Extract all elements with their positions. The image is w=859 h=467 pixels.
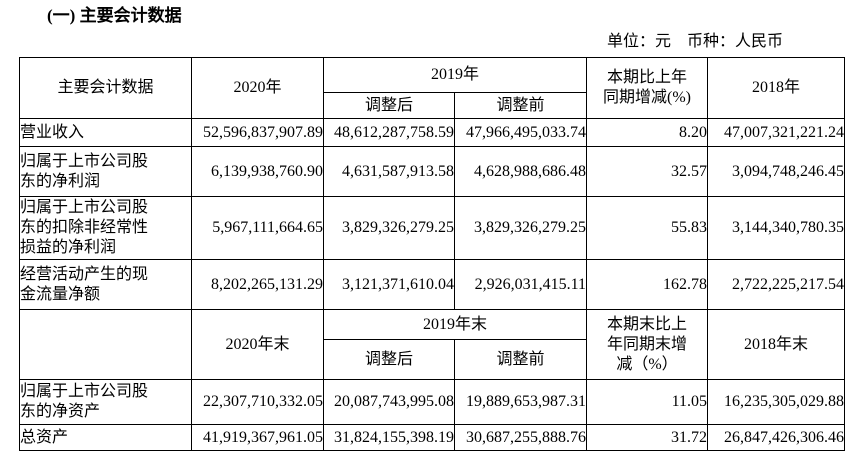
eoy-header-2020: 2020年末 [191, 309, 324, 380]
value-2020: 52,596,837,907.89 [191, 118, 324, 147]
annual-header-2019-adjusted: 调整后 [323, 92, 455, 119]
row-label: 总资产 [19, 424, 192, 451]
value-change: 32.57 [586, 146, 709, 197]
table-row-net-profit-excl-nonrecurring: 归属于上市公司股 东的扣除非经常性 损益的净利润 5,967,111,664.6… [19, 196, 846, 260]
value-2018: 3,094,748,246.45 [707, 146, 846, 197]
value-2019-before: 19,889,653,987.31 [453, 379, 588, 425]
value-2020: 41,919,367,961.05 [191, 424, 324, 451]
row-label: 归属于上市公司股 东的扣除非经常性 损益的净利润 [19, 196, 192, 260]
annual-header-change: 本期比上年 同期增减(%) [586, 57, 709, 119]
annual-header-2019-before: 调整前 [453, 92, 588, 119]
value-2019-before: 4,628,988,686.48 [453, 146, 588, 197]
eoy-subheader-row: 调整后 调整前 [20, 339, 845, 380]
table-row-total-assets: 总资产 41,919,367,961.05 31,824,155,398.19 … [19, 424, 846, 451]
currency-unit-note: 单位：元 币种：人民币 [606, 33, 783, 50]
row-label: 经营活动产生的现 金流量净额 [19, 259, 192, 310]
key-accounting-data-table: 主要会计数据 2020年 2019年 本期比上年 同期增减(%) 2018年 调… [19, 57, 846, 451]
annual-header-2019: 2019年 [322, 57, 588, 93]
value-2020: 22,307,710,332.05 [191, 379, 324, 425]
value-2020: 8,202,265,131.29 [191, 259, 324, 310]
value-change: 55.83 [586, 196, 709, 260]
value-2018: 47,007,321,221.24 [707, 118, 846, 147]
value-2020: 6,139,938,760.90 [191, 146, 324, 197]
value-2019-before: 30,687,255,888.76 [453, 424, 588, 451]
table-row-net-assets: 归属于上市公司股 东的净资产 22,307,710,332.05 20,087,… [19, 379, 846, 425]
value-2019-adjusted: 3,829,326,279.25 [323, 196, 455, 260]
annual-header-2018: 2018年 [707, 57, 846, 119]
value-2019-adjusted: 3,121,371,610.04 [323, 259, 455, 310]
value-2018: 26,847,426,306.46 [707, 424, 846, 451]
section-title: (一) 主要会计数据 [47, 6, 182, 25]
row-label: 归属于上市公司股 东的净利润 [19, 146, 192, 197]
eoy-header-2019-adjusted: 调整后 [323, 339, 455, 380]
row-label: 营业收入 [19, 118, 192, 147]
value-2019-before: 3,829,326,279.25 [453, 196, 588, 260]
value-2020: 5,967,111,664.65 [191, 196, 324, 260]
annual-header-2020: 2020年 [191, 57, 324, 119]
value-2019-adjusted: 48,612,287,758.59 [323, 118, 455, 147]
eoy-header-change: 本期末比上 年同期末增 减（%） [586, 309, 709, 380]
annual-header-row: 主要会计数据 2020年 2019年 本期比上年 同期增减(%) 2018年 [19, 57, 846, 119]
table-row-revenue: 营业收入 52,596,837,907.89 48,612,287,758.59… [19, 118, 846, 147]
annual-subheader-row: 调整后 调整前 [20, 92, 845, 119]
eoy-header-2019: 2019年末 [322, 309, 588, 340]
value-2018: 16,235,305,029.88 [707, 379, 846, 425]
value-2019-before: 2,926,031,415.11 [453, 259, 588, 310]
value-2018: 3,144,340,780.35 [707, 196, 846, 260]
annual-header-metric-label: 主要会计数据 [19, 57, 192, 119]
value-change: 31.72 [586, 424, 709, 451]
value-2019-before: 47,966,495,033.74 [453, 118, 588, 147]
eoy-header-2019-before: 调整前 [453, 339, 588, 380]
table-row-net-profit: 归属于上市公司股 东的净利润 6,139,938,760.90 4,631,58… [19, 146, 846, 197]
eoy-header-row: 2020年末 2019年末 本期末比上 年同期末增 减（%） 2018年末 [19, 309, 846, 380]
row-label: 归属于上市公司股 东的净资产 [19, 379, 192, 425]
value-2018: 2,722,225,217.54 [707, 259, 846, 310]
value-2019-adjusted: 20,087,743,995.08 [323, 379, 455, 425]
value-change: 162.78 [586, 259, 709, 310]
table-row-operating-cash-flow: 经营活动产生的现 金流量净额 8,202,265,131.29 3,121,37… [19, 259, 846, 310]
value-change: 11.05 [586, 379, 709, 425]
eoy-header-empty [19, 309, 192, 380]
value-2019-adjusted: 4,631,587,913.58 [323, 146, 455, 197]
eoy-header-2018: 2018年末 [707, 309, 846, 380]
value-change: 8.20 [586, 118, 709, 147]
value-2019-adjusted: 31,824,155,398.19 [323, 424, 455, 451]
